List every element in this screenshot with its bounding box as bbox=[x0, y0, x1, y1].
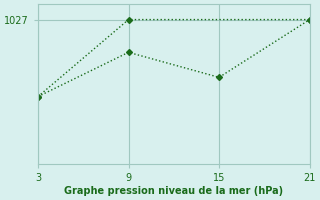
X-axis label: Graphe pression niveau de la mer (hPa): Graphe pression niveau de la mer (hPa) bbox=[64, 186, 283, 196]
